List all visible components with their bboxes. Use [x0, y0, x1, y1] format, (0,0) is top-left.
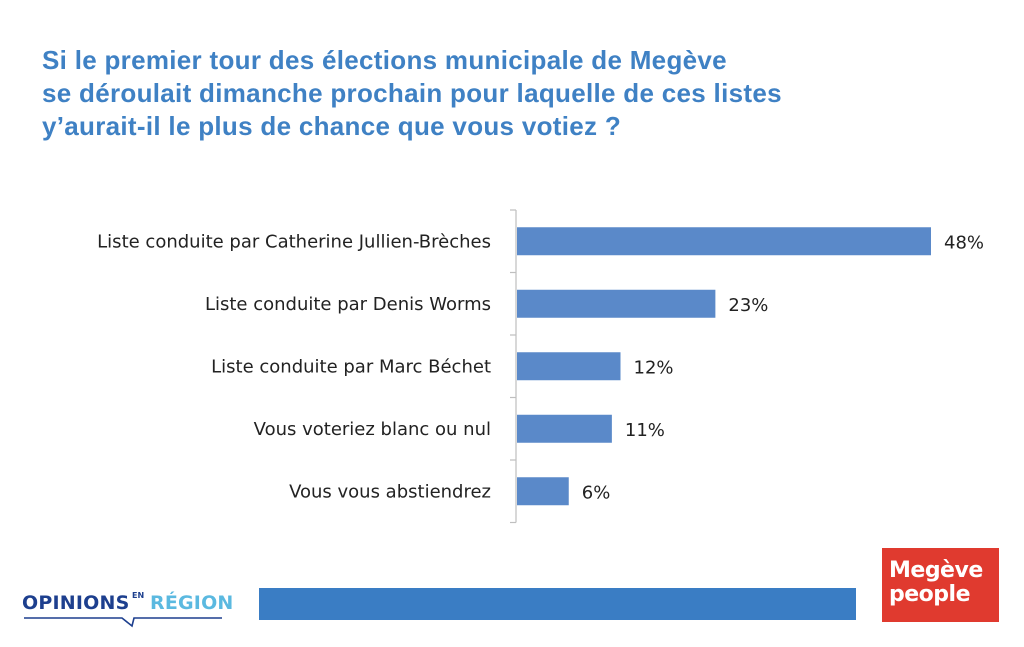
category-label: Liste conduite par Marc Béchet: [211, 356, 491, 377]
logo-word-opinions: OPINIONS: [22, 592, 130, 614]
data-label: 12%: [634, 357, 674, 378]
category-label: Vous voteriez blanc ou nul: [254, 419, 491, 440]
logo-megeve-text: Megève: [889, 558, 983, 583]
logo-word-region: RÉGION: [150, 592, 234, 614]
category-label: Vous vous abstiendrez: [289, 481, 491, 502]
data-label: 11%: [625, 420, 665, 441]
bar: [517, 352, 621, 381]
speech-bubble-icon: [24, 617, 222, 628]
bar: [517, 414, 612, 443]
category-label: Liste conduite par Denis Worms: [205, 294, 491, 315]
logo-people-text: people: [889, 582, 971, 607]
title-line-1: Si le premier tour des élections municip…: [42, 45, 727, 75]
bar-chart: Liste conduite par Catherine Jullien-Brè…: [97, 209, 984, 524]
title-line-3: y’aurait-il le plus de chance que vous v…: [42, 111, 622, 141]
megeve-people-logo: Megève people: [882, 548, 999, 622]
chart-title: Si le premier tour des élections municip…: [42, 44, 962, 143]
footer-bar: [259, 588, 856, 620]
data-label: 6%: [582, 482, 611, 503]
opinions-en-region-logo: OPINIONS EN RÉGION: [22, 590, 242, 630]
logo-word-en: EN: [132, 591, 145, 600]
bar: [517, 227, 931, 256]
category-label: Liste conduite par Catherine Jullien-Brè…: [97, 231, 491, 252]
bar: [517, 477, 569, 506]
data-label: 23%: [728, 295, 768, 316]
bar: [517, 289, 716, 318]
title-line-2: se déroulait dimanche prochain pour laqu…: [42, 78, 782, 108]
data-label: 48%: [944, 232, 984, 253]
